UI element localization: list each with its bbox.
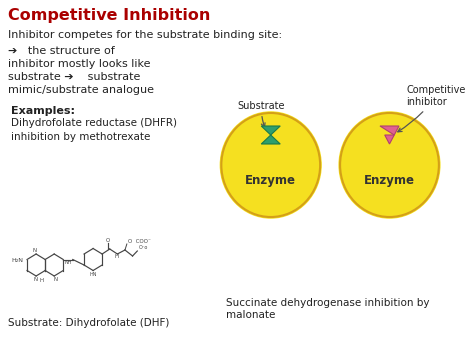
Text: ➔   the structure of: ➔ the structure of [8, 46, 114, 56]
Text: Competitive Inhibition: Competitive Inhibition [8, 8, 210, 23]
Text: Examples:: Examples: [11, 106, 75, 116]
Text: O  COO⁻: O COO⁻ [128, 239, 151, 244]
Text: N: N [33, 277, 37, 282]
Text: N: N [53, 277, 57, 282]
Circle shape [221, 113, 320, 217]
Text: Enzyme: Enzyme [245, 174, 296, 187]
Circle shape [339, 112, 440, 218]
Text: O⁻o: O⁻o [138, 245, 147, 250]
Text: Substrate: Dihydrofolate (DHF): Substrate: Dihydrofolate (DHF) [8, 318, 169, 328]
Text: Substrate: Substrate [237, 101, 285, 127]
Text: H: H [39, 278, 44, 283]
Text: mimic/substrate analogue: mimic/substrate analogue [8, 85, 154, 95]
Text: Enzyme: Enzyme [364, 174, 415, 187]
Circle shape [340, 113, 439, 217]
Text: inhibitor mostly looks like: inhibitor mostly looks like [8, 59, 150, 69]
Text: H₂N: H₂N [12, 257, 24, 262]
Polygon shape [261, 126, 280, 135]
Text: HN: HN [90, 272, 97, 277]
Text: N: N [32, 248, 36, 253]
Text: malonate: malonate [226, 310, 275, 320]
Text: Succinate dehydrogenase inhibition by: Succinate dehydrogenase inhibition by [226, 298, 429, 308]
Circle shape [220, 112, 321, 218]
Text: substrate ➔    substrate: substrate ➔ substrate [8, 72, 140, 82]
Text: NH: NH [64, 261, 72, 266]
Text: Competitive
inhibitor: Competitive inhibitor [398, 86, 466, 132]
Text: H: H [114, 254, 118, 259]
Text: Dihydrofolate reductase (DHFR)
inhibition by methotrexate: Dihydrofolate reductase (DHFR) inhibitio… [11, 118, 177, 142]
Polygon shape [385, 135, 394, 144]
Polygon shape [380, 126, 399, 135]
Text: Inhibitor competes for the substrate binding site:: Inhibitor competes for the substrate bin… [8, 30, 282, 40]
Polygon shape [261, 135, 280, 144]
Text: O: O [106, 238, 110, 243]
